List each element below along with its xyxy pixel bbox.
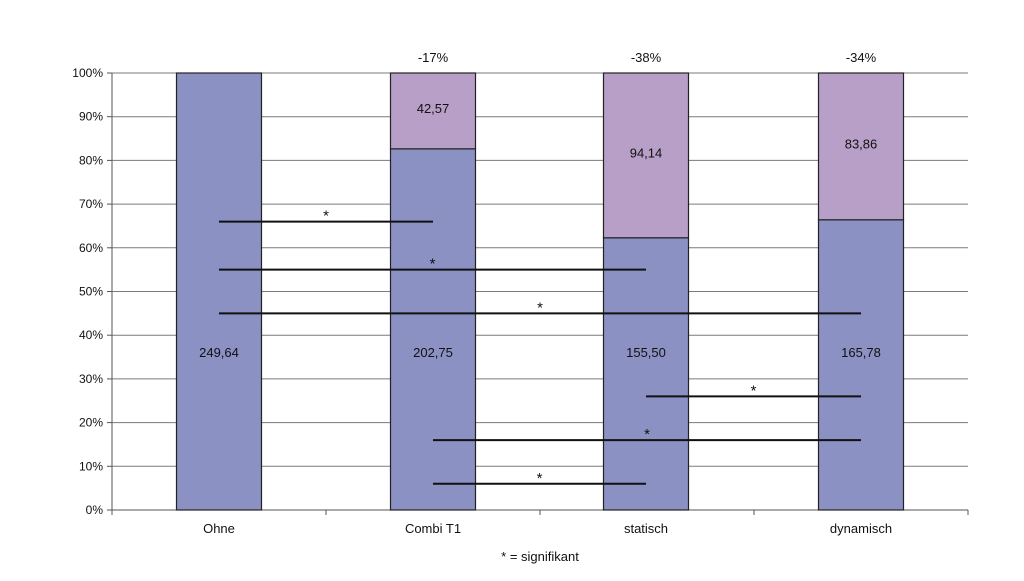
- bar-segment-base: [817, 219, 905, 511]
- y-tick-label: 40%: [79, 328, 103, 342]
- bar-value-label: 94,14: [630, 145, 663, 160]
- bar-segment-base: [175, 72, 263, 511]
- x-tick-label: Ohne: [203, 521, 235, 536]
- y-tick-label: 100%: [72, 66, 103, 80]
- bar-segment-reduction: [602, 72, 690, 239]
- y-tick-label: 60%: [79, 241, 103, 255]
- footnote: * = signifikant: [501, 549, 579, 564]
- bar-segment-reduction: [389, 72, 477, 150]
- x-tick-label: dynamisch: [830, 521, 892, 536]
- bar-value-label: 202,75: [413, 345, 453, 360]
- y-tick-label: 30%: [79, 372, 103, 386]
- bar-value-label: 165,78: [841, 345, 881, 360]
- change-label: -34%: [846, 50, 877, 65]
- y-tick-label: 10%: [79, 459, 103, 473]
- bar-value-label: 42,57: [417, 101, 450, 116]
- y-tick-label: 90%: [79, 110, 103, 124]
- change-label: -38%: [631, 50, 662, 65]
- bar-segment-base: [602, 237, 690, 511]
- x-tick-label: Combi T1: [405, 521, 461, 536]
- significance-mark: *: [323, 208, 329, 225]
- significance-mark: *: [430, 256, 436, 273]
- x-tick-label: statisch: [624, 521, 668, 536]
- y-tick-label: 70%: [79, 197, 103, 211]
- y-tick-label: 50%: [79, 285, 103, 299]
- y-tick-label: 80%: [79, 153, 103, 167]
- change-label: -17%: [418, 50, 449, 65]
- significance-mark: *: [644, 426, 650, 443]
- bar-value-label: 155,50: [626, 345, 666, 360]
- bar-segment-reduction: [817, 72, 905, 221]
- bar-segment-base: [389, 148, 477, 511]
- y-tick-label: 0%: [86, 503, 104, 517]
- significance-mark: *: [537, 299, 543, 316]
- bar-value-label: 83,86: [845, 136, 878, 151]
- y-tick-label: 20%: [79, 416, 103, 430]
- significance-mark: *: [751, 382, 757, 399]
- significance-mark: *: [537, 470, 543, 487]
- bar-value-label: 249,64: [199, 345, 239, 360]
